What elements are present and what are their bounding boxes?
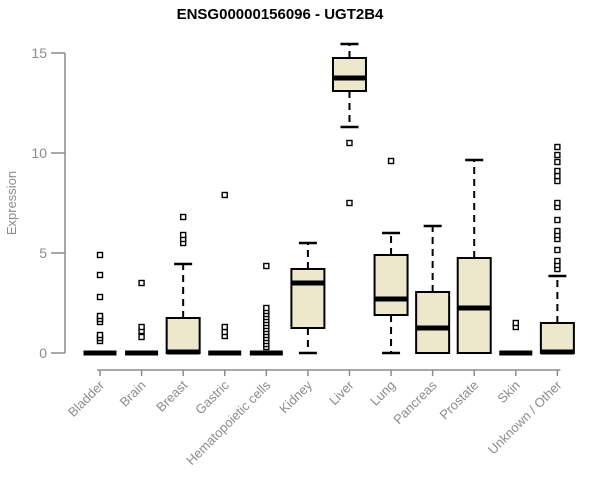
x-tick-label-brain: Brain [117, 378, 149, 410]
chart-title: ENSG00000156096 - UGT2B4 [176, 6, 384, 23]
y-axis: 0 5 10 15 Expression [4, 45, 66, 361]
x-tick-label-pancreas: Pancreas [390, 377, 440, 427]
outlier-point [221, 328, 228, 336]
outlier-point [138, 279, 145, 287]
outlier-point [96, 271, 104, 279]
outlier-point [554, 143, 561, 151]
x-tick-label-unknown-other: Unknown / Other [485, 377, 565, 457]
outlier-point [512, 319, 519, 327]
x-tick-label-kidney: Kidney [276, 377, 315, 416]
outlier-point [554, 172, 561, 180]
boxplot-kidney [290, 241, 326, 355]
boxplot-breast [165, 213, 201, 355]
outlier-point [221, 323, 228, 331]
outlier-point [96, 312, 104, 320]
outlier-point [554, 216, 561, 224]
outlier-point [263, 304, 270, 312]
boxplot-brain [125, 279, 159, 356]
y-tick-label: 10 [31, 145, 47, 161]
x-tick-label-prostate: Prostate [436, 378, 481, 423]
outlier-point [263, 262, 270, 270]
x-tick-label-breast: Breast [153, 377, 190, 414]
y-tick-label: 15 [31, 45, 47, 61]
x-tick-label-lung: Lung [367, 378, 398, 409]
x-tick-label-gastric: Gastric [192, 377, 232, 417]
outlier-point [554, 246, 561, 254]
outlier-point [221, 191, 228, 199]
outlier-point [179, 213, 187, 221]
x-tick-label-skin: Skin [494, 378, 522, 406]
outlier-point [554, 199, 561, 207]
outlier-point [96, 293, 104, 301]
boxplot-lung [373, 157, 409, 355]
outlier-point [96, 331, 104, 339]
outlier-point [96, 251, 104, 259]
boxplot-pancreas [415, 224, 451, 354]
y-tick-label: 0 [39, 345, 47, 361]
x-tick-label-liver: Liver [326, 377, 357, 408]
boxplot-liver [331, 42, 367, 207]
outlier-point [554, 151, 561, 159]
boxplot-prostate [456, 158, 492, 354]
boxplot-skin [499, 319, 533, 356]
boxplot-bladder [83, 251, 117, 356]
outlier-point [387, 157, 395, 165]
boxplot-gastric [208, 191, 242, 356]
boxplot-hematopoietic-cells [249, 262, 283, 356]
boxplot-unknown-other [539, 143, 575, 355]
outlier-point [346, 139, 353, 147]
y-axis-title: Expression [4, 171, 19, 235]
outlier-point [554, 227, 561, 235]
outlier-point [554, 257, 561, 265]
y-tick-label: 5 [39, 245, 47, 261]
outlier-point [554, 177, 561, 185]
outlier-point [554, 167, 561, 175]
outlier-point [138, 333, 145, 341]
outlier-point [179, 231, 187, 239]
outlier-point [138, 323, 145, 331]
x-tick-label-bladder: Bladder [65, 377, 108, 420]
outlier-point [346, 199, 353, 207]
outlier-point [554, 158, 561, 166]
